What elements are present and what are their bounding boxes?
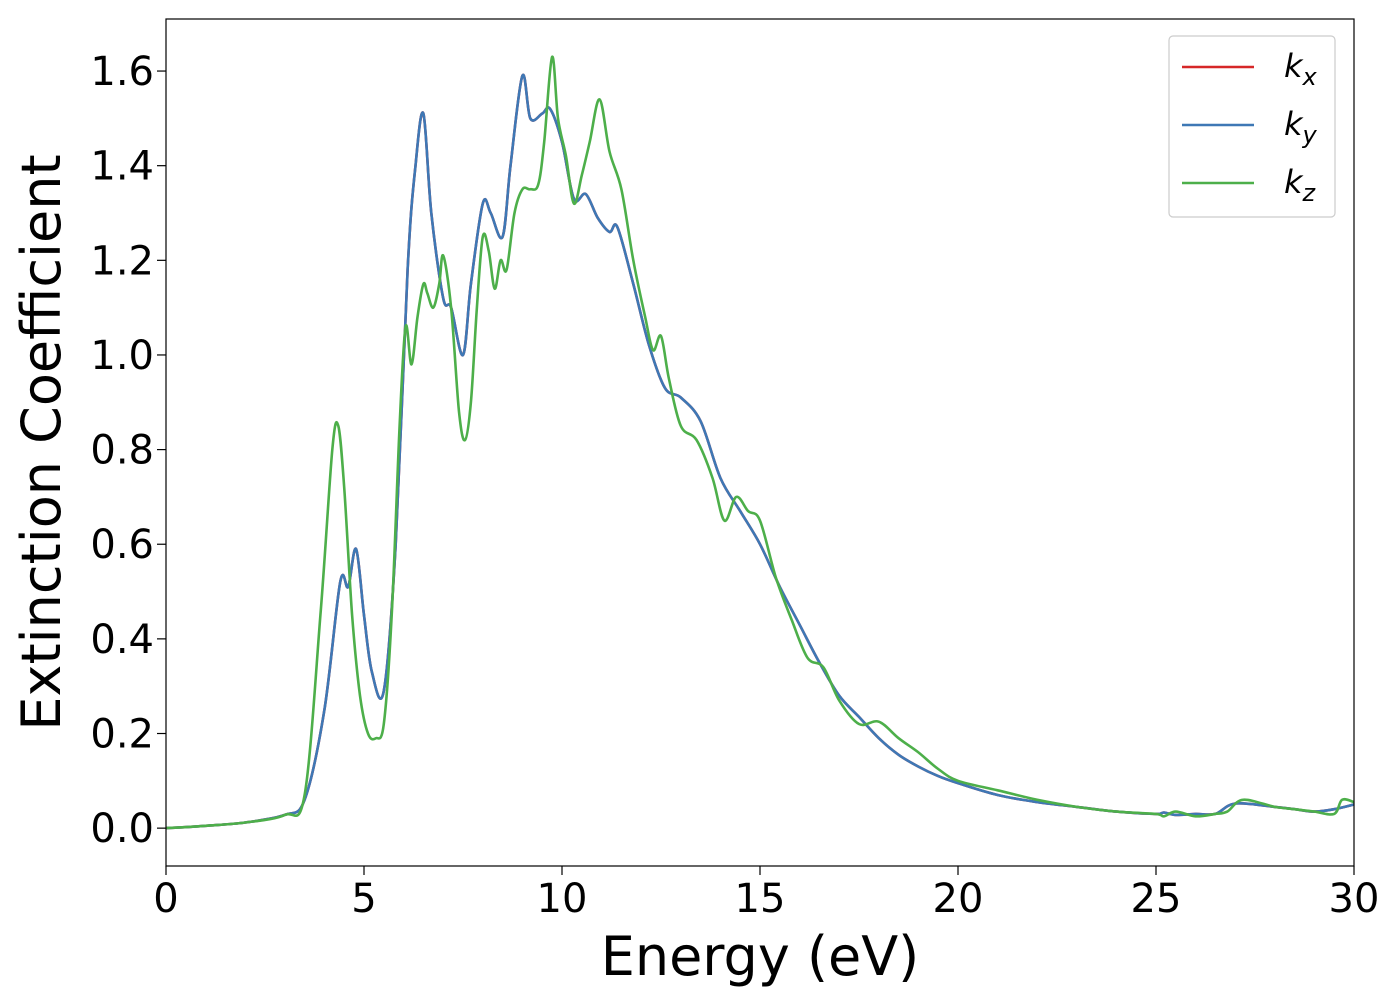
series-line-kz: [166, 55, 1354, 830]
legend-label-kx: kx: [1284, 47, 1318, 91]
y-tick-label: 1.4: [90, 144, 154, 190]
y-tick-label: 0.6: [90, 522, 154, 568]
x-tick-label: 5: [351, 876, 376, 922]
y-tick-label: 1.0: [90, 333, 154, 379]
y-tick-label: 0.0: [90, 806, 154, 852]
x-axis-ticks: 0 5 10 15 20 25 30: [153, 866, 1379, 922]
y-axis-ticks: 0.0 0.2 0.4 0.6 0.8 1.0 1.2 1.4 1.6: [90, 49, 166, 852]
y-tick-label: 0.4: [90, 617, 154, 663]
y-axis-title: Extinction Coefficient: [10, 154, 73, 730]
series-layer: [166, 55, 1354, 830]
x-axis-title: Energy (eV): [601, 925, 920, 988]
x-tick-label: 10: [537, 876, 588, 922]
y-tick-label: 1.6: [90, 49, 154, 95]
x-tick-label: 25: [1131, 876, 1182, 922]
x-tick-label: 20: [933, 876, 984, 922]
x-tick-label: 15: [735, 876, 786, 922]
legend-label-kz: kz: [1284, 163, 1317, 207]
y-tick-label: 0.8: [90, 428, 154, 474]
y-tick-label: 1.2: [90, 238, 154, 284]
x-tick-label: 30: [1329, 876, 1380, 922]
legend: kx ky kz: [1168, 35, 1336, 218]
legend-label-ky: ky: [1284, 105, 1318, 149]
y-tick-label: 0.2: [90, 712, 154, 758]
legend-box: [1168, 35, 1336, 218]
x-tick-label: 0: [153, 876, 178, 922]
